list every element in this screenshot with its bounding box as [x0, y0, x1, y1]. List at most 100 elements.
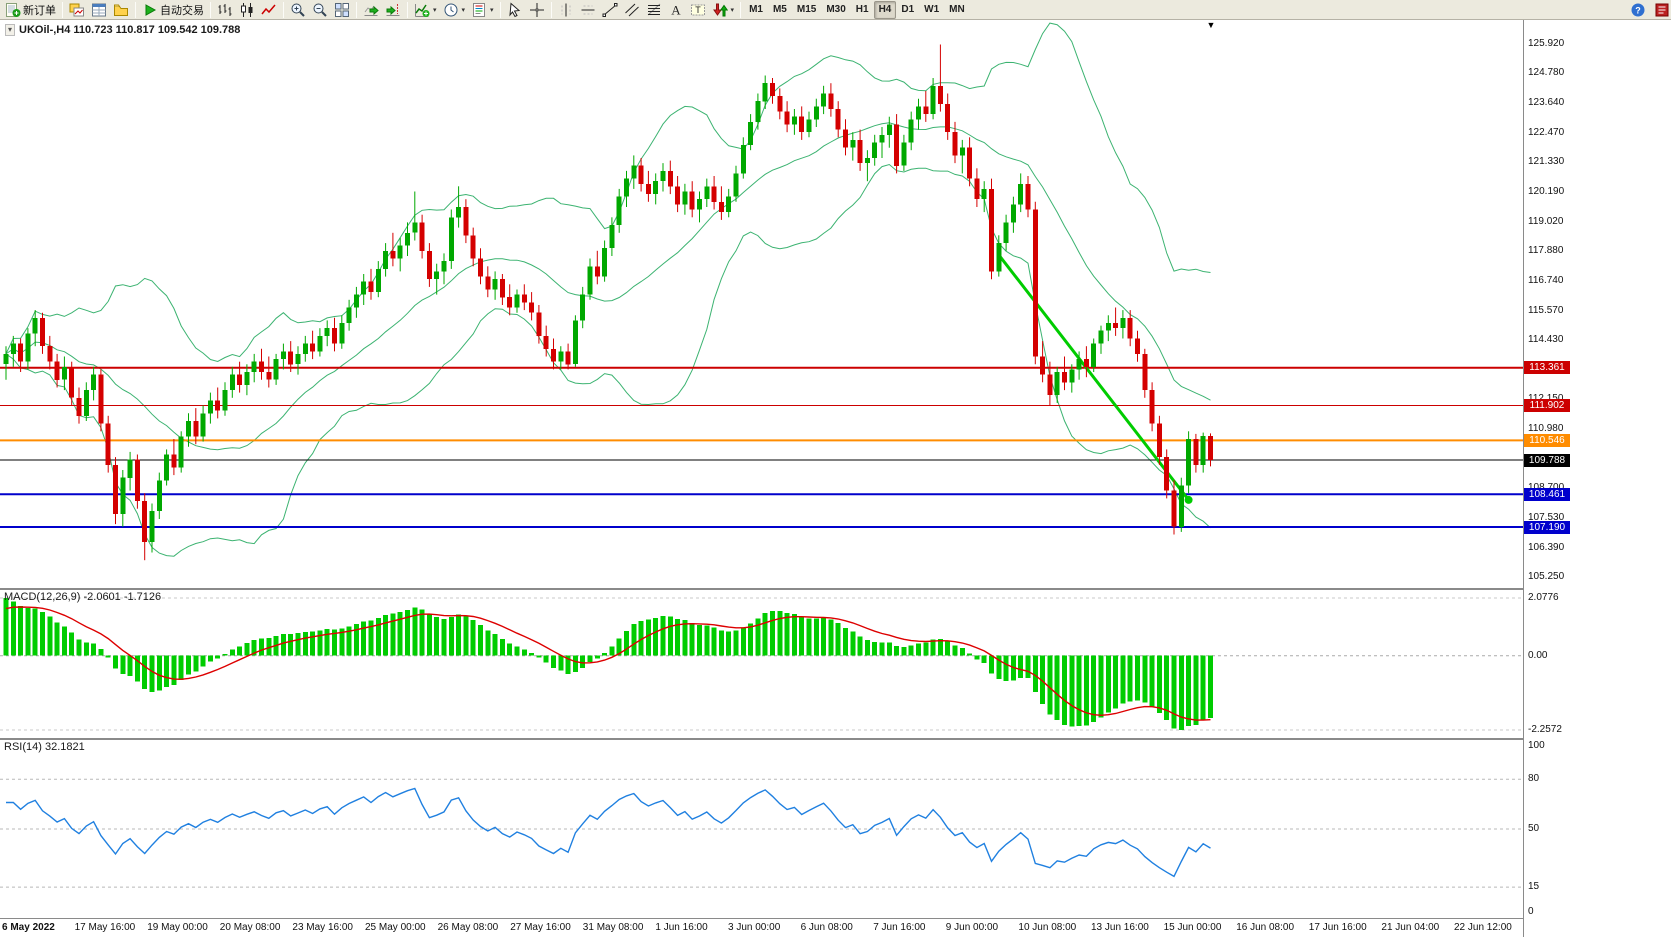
timeframe-w1-button[interactable]: W1: [919, 1, 944, 19]
cursor-icon: [507, 1, 523, 18]
candle-chart-icon: [239, 2, 255, 18]
time-axis-label: 17 Jun 16:00: [1308, 922, 1367, 933]
toolbar-candle-chart-button[interactable]: [236, 1, 258, 19]
caret-down-icon: ▾: [433, 6, 437, 14]
price-axis-label: 107.530: [1528, 512, 1565, 524]
timeframe-m15-button[interactable]: M15: [792, 1, 821, 19]
zoom-in-icon: [290, 2, 306, 18]
tile-windows-icon: [334, 2, 350, 18]
text-label-icon: T: [690, 2, 706, 18]
price-axis-label: 106.390: [1528, 541, 1565, 553]
toolbar-text-label-button[interactable]: T: [687, 1, 709, 19]
toolbar-separator: [62, 1, 63, 18]
one-click-trading-toggle[interactable]: ▾: [5, 24, 16, 36]
toolbar-separator: [283, 1, 284, 18]
timeframe-m1-button[interactable]: M1: [744, 1, 768, 19]
price-axis-label: 120.190: [1528, 185, 1565, 197]
macd-indicator-label: MACD(12,26,9) -2.0601 -1.7126: [4, 591, 161, 603]
price-axis-label: 122.470: [1528, 127, 1565, 138]
rsi-axis-label: 15: [1528, 881, 1540, 893]
rsi-value: 32.1821: [44, 741, 85, 753]
toolbar-tile-windows-button[interactable]: [331, 1, 353, 19]
toolbar-auto-scroll-button[interactable]: [360, 1, 382, 19]
toolbar-help-button[interactable]: ?: [1627, 1, 1649, 19]
current-bar-marker-icon: ▼: [1206, 20, 1216, 30]
toolbar-text-button[interactable]: A: [665, 1, 687, 19]
time-axis-label: 22 Jun 12:00: [1454, 922, 1512, 933]
trendline-icon: [602, 2, 618, 18]
toolbar-zoom-in-button[interactable]: [287, 1, 309, 19]
toolbar-separator: [740, 1, 742, 18]
market-watch-icon: [91, 2, 107, 18]
toolbar-periods-button[interactable]: ▾: [440, 1, 469, 19]
timeframe-h1-button[interactable]: H1: [851, 1, 874, 19]
toolbar-market-watch-button[interactable]: [88, 1, 110, 19]
toolbar-navigator-button[interactable]: [110, 1, 132, 19]
toolbar-indicators-button[interactable]: ▾: [411, 1, 440, 19]
toolbar-cursor-button[interactable]: [504, 1, 526, 19]
toolbar-new-order-button[interactable]: 新订单: [2, 1, 59, 19]
toolbar-separator: [135, 1, 136, 18]
main-toolbar: 新订单 自动交易 ▾ ▾ ▾ A T ▾ M1 M5 M15 M30 H1 H4 D1 W1 MN?: [0, 0, 1671, 20]
chart-shift-icon: [385, 2, 401, 18]
time-axis-label: 7 Jun 16:00: [873, 922, 926, 933]
caret-down-icon: ▾: [461, 6, 466, 14]
price-axis-label: 117.880: [1528, 245, 1564, 257]
time-axis-label: 19 May 00:00: [147, 922, 208, 933]
toolbar-chart-shift-button[interactable]: [382, 1, 404, 19]
axis-divider: [1523, 20, 1524, 937]
timeframe-d1-button[interactable]: D1: [896, 1, 919, 19]
toolbar-separator: [550, 1, 552, 18]
timeframe-m30-button[interactable]: M30: [821, 1, 850, 19]
text-icon: A: [668, 2, 684, 18]
timeframe-h4-button[interactable]: H4: [873, 0, 897, 19]
toolbar-chart-profile-button[interactable]: [66, 1, 88, 19]
vertical-line-icon: [558, 2, 574, 18]
time-axis-label: 3 Jun 00:00: [728, 922, 781, 933]
macd-name: MACD(12,26,9): [4, 591, 81, 603]
toolbar-line-chart-button[interactable]: [258, 1, 280, 19]
toolbar-crosshair-button[interactable]: [526, 1, 548, 19]
caret-down-icon: ▾: [490, 6, 494, 14]
toolbar-separator: [356, 1, 357, 18]
toolbar-fibonacci-button[interactable]: [643, 1, 665, 19]
price-axis: 125.920 124.780 123.640 122.470 121.330 120.1…: [1524, 20, 1671, 937]
rsi-axis-label: 80: [1528, 773, 1540, 785]
toolbar-channel-button[interactable]: [621, 1, 643, 19]
time-axis-label: 15 Jun 00:00: [1163, 922, 1222, 933]
fibonacci-icon: [646, 2, 662, 18]
timeframe-mn-button[interactable]: MN: [944, 1, 970, 19]
macd-splitter[interactable]: [0, 588, 1523, 590]
toolbar-bar-chart-button[interactable]: [214, 1, 236, 19]
time-axis-label: 23 May 16:00: [292, 922, 353, 933]
rsi-indicator-label: RSI(14) 32.1821: [4, 741, 85, 753]
toolbar-templates-button[interactable]: ▾: [468, 1, 497, 19]
chart-title-bar: ▾ UKOil-,H4 110.723 110.817 109.542 109.…: [5, 24, 240, 36]
toolbar-trendline-button[interactable]: [599, 1, 621, 19]
toolbar-zoom-out-button[interactable]: [309, 1, 331, 19]
toolbar-news-button[interactable]: [1651, 1, 1671, 19]
horizontal-line-icon: [580, 2, 596, 18]
price-tag-113.361: 113.361: [1524, 361, 1570, 375]
time-axis: 6 May 2022 17 May 16:00 19 May 00:00 20 May…: [0, 918, 1523, 937]
svg-text:?: ?: [1635, 5, 1641, 15]
line-chart-icon: [261, 2, 277, 18]
auto-trading-icon: [142, 2, 158, 18]
main-chart-canvas[interactable]: [0, 20, 1523, 588]
price-axis-label: 110.980: [1528, 423, 1564, 435]
toolbar-arrows-button[interactable]: ▾: [709, 1, 738, 19]
rsi-splitter[interactable]: [0, 738, 1523, 740]
periods-icon: [443, 2, 459, 18]
timeframe-m5-button[interactable]: M5: [768, 1, 792, 19]
toolbar-auto-trading-button[interactable]: 自动交易: [139, 1, 207, 19]
time-axis-label: 31 May 08:00: [582, 922, 644, 933]
rsi-axis-label: 0: [1528, 906, 1534, 917]
rsi-canvas[interactable]: [0, 740, 1523, 918]
time-axis-label: 13 Jun 16:00: [1091, 922, 1149, 933]
help-icon: ?: [1630, 2, 1646, 18]
toolbar-vertical-line-button[interactable]: [555, 1, 577, 19]
svg-text:T: T: [695, 5, 701, 15]
toolbar-horizontal-line-button[interactable]: [577, 1, 599, 19]
macd-canvas[interactable]: [0, 590, 1523, 738]
